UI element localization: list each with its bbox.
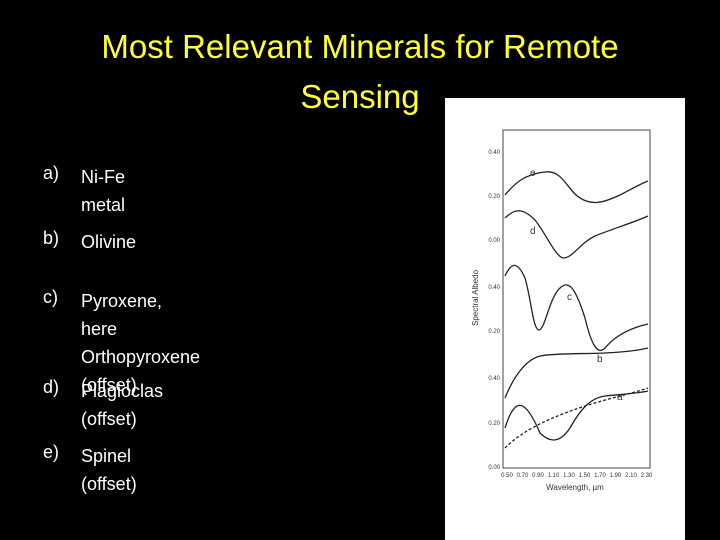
item-text: Pyroxene, here Orthopyroxene (offset) (81, 291, 201, 395)
x-tick-label: 1.10 (548, 473, 560, 479)
y-tick-label: 0.40 (488, 285, 500, 291)
list-item: b) Olivine (43, 228, 136, 256)
x-tick-label: 0.90 (532, 473, 544, 479)
x-tick-label: 0.70 (517, 473, 529, 479)
curve-label: c (567, 292, 572, 303)
x-tick-label: 2.10 (625, 473, 637, 479)
curve-label: a (617, 392, 623, 403)
list-item: a) Ni-Fe metal (43, 163, 125, 219)
y-tick-label: 0.20 (488, 329, 500, 335)
item-marker: a) (43, 163, 60, 183)
x-axis-label: Wavelength, µm (546, 483, 604, 492)
item-text: Olivine (81, 232, 137, 252)
curve (504, 264, 649, 351)
plot-frame (502, 129, 651, 469)
x-tick-label: 2.30 (641, 473, 653, 479)
figure: 0.400.200.000.400.200.400.200.000.50 0.70… (445, 98, 685, 540)
y-tick-label: 0.20 (488, 194, 500, 200)
curve-label: b (597, 354, 603, 365)
item-marker: c) (43, 287, 58, 307)
y-tick-label: 0.40 (488, 150, 500, 156)
curve (504, 390, 649, 441)
x-tick-label: 1.50 (579, 473, 591, 479)
item-marker: e) (43, 442, 60, 462)
curve (504, 171, 649, 204)
list-item: d) Plagioclas (offset) (43, 377, 163, 433)
y-tick-label: 0.40 (488, 376, 500, 382)
y-tick-label: 0.00 (488, 465, 500, 471)
item-marker: d) (43, 377, 60, 397)
list-item: c) Pyroxene, here Orthopyroxene (offset) (43, 287, 200, 399)
x-tick-label: 1.90 (610, 473, 622, 479)
x-tick-label: 1.70 (594, 473, 606, 479)
curves (504, 171, 649, 449)
curve (504, 210, 649, 259)
curve (504, 347, 649, 399)
item-text: Spinel (offset) (81, 446, 137, 494)
curve-label: d (530, 226, 536, 237)
x-tick-label: 0.50 (501, 473, 513, 479)
item-marker: b) (43, 228, 60, 248)
curve (504, 387, 649, 449)
curve-label: e (530, 168, 536, 179)
x-tick-label: 1.30 (563, 473, 575, 479)
item-text: Plagioclas (offset) (81, 381, 164, 429)
item-text: Ni-Fe metal (81, 167, 126, 215)
list-item: e) Spinel (offset) (43, 442, 137, 498)
y-tick-label: 0.20 (488, 421, 500, 427)
y-axis-label: Spectral Albedo (471, 269, 480, 326)
slide-title: Most Relevant Minerals for Remote Sensin… (101, 28, 619, 115)
y-tick-label: 0.00 (488, 238, 500, 244)
figure-background (445, 98, 685, 540)
